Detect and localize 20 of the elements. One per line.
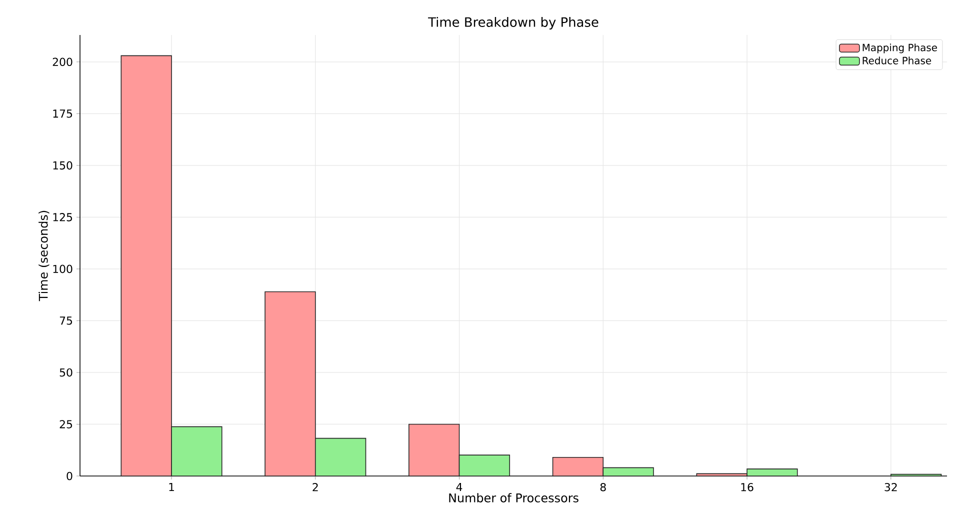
- y-tick-label: 125: [53, 213, 72, 222]
- y-tick-label: 150: [53, 161, 72, 170]
- legend-label: Reduce Phase: [862, 56, 932, 64]
- x-tick-label: 8: [600, 483, 606, 492]
- chart-title: Time Breakdown by Phase: [428, 16, 598, 30]
- y-tick-label: 100: [53, 264, 72, 274]
- y-axis-title: Time (seconds): [38, 210, 50, 302]
- x-tick-label: 2: [312, 483, 318, 492]
- y-tick-label: 0: [66, 472, 72, 480]
- x-axis-title: Number of Processors: [449, 493, 578, 502]
- y-tick-label: 200: [52, 58, 72, 66]
- y-tick-label: 50: [60, 368, 72, 377]
- x-tick-label: 32: [884, 483, 897, 492]
- legend-label: Mapping Phase: [862, 44, 937, 54]
- y-tick-label: 25: [60, 420, 72, 428]
- y-tick-label: 175: [53, 110, 72, 118]
- x-tick-label: 16: [741, 483, 754, 492]
- x-tick-label: 1: [169, 483, 174, 491]
- x-tick-label: 4: [456, 483, 462, 491]
- y-tick-label: 75: [60, 316, 72, 325]
